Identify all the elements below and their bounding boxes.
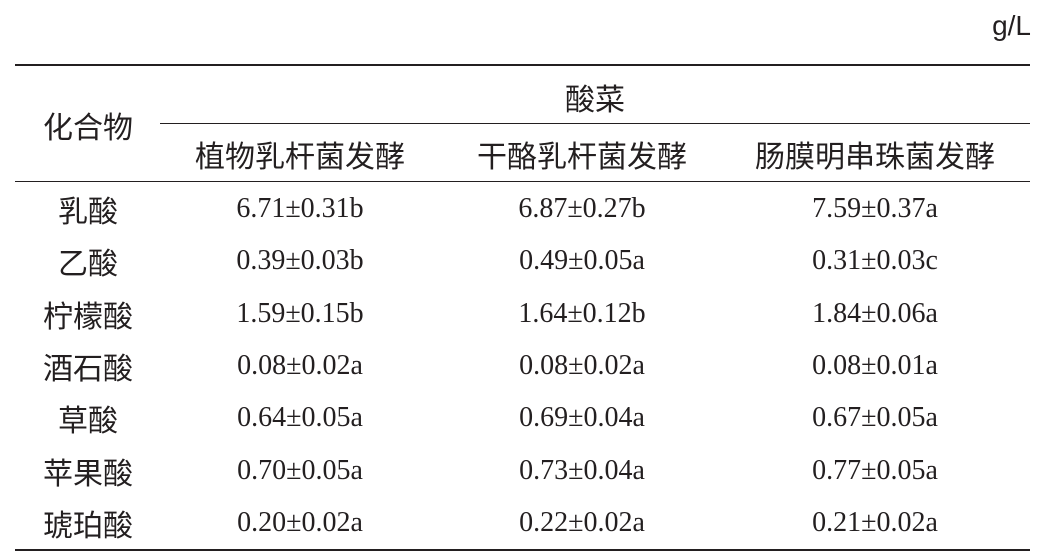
cell-value: 6.87±0.27b [518, 193, 646, 224]
column-header: 肠膜明串珠菌发酵 [755, 141, 995, 174]
cell-value: 0.39±0.03b [236, 245, 364, 277]
bottom-rule [15, 549, 1030, 551]
compound-name: 酒石酸 [43, 352, 133, 386]
compound-name: 琥珀酸 [43, 509, 133, 543]
cell-value: 0.69±0.04a [519, 402, 645, 434]
cell-value: 0.08±0.01a [812, 349, 938, 381]
compound-name: 草酸 [58, 405, 118, 439]
header-rule [15, 181, 1030, 182]
cell-value: 6.71±0.31b [236, 193, 364, 224]
compound-name: 苹果酸 [43, 457, 133, 491]
column-header: 干酪乳杆菌发酵 [477, 141, 687, 174]
unit-label: g/L [992, 10, 1031, 41]
compound-name: 柠檬酸 [43, 300, 133, 334]
cell-value: 0.70±0.05a [237, 454, 363, 486]
cell-value: 0.08±0.02a [237, 349, 363, 381]
column-header: 植物乳杆菌发酵 [195, 141, 405, 174]
cell-value: 0.31±0.03c [812, 245, 938, 277]
cell-value: 0.64±0.05a [237, 402, 363, 434]
cell-value: 7.59±0.37a [812, 193, 938, 224]
cell-value: 0.49±0.05a [519, 245, 645, 277]
cell-value: 0.22±0.02a [519, 506, 645, 538]
cell-value: 0.20±0.02a [237, 506, 363, 538]
compound-name: 乙酸 [58, 248, 118, 282]
cell-value: 0.73±0.04a [519, 454, 645, 486]
cell-value: 0.08±0.02a [519, 349, 645, 381]
cell-value: 1.84±0.06a [812, 297, 938, 329]
cell-value: 0.21±0.02a [812, 506, 938, 538]
cell-value: 1.59±0.15b [236, 297, 364, 329]
row-header: 化合物 [43, 112, 133, 145]
compound-name: 乳酸 [58, 196, 118, 229]
group-rule [160, 123, 1030, 124]
top-rule [15, 64, 1030, 66]
cell-value: 0.77±0.05a [812, 454, 938, 486]
group-header: 酸菜 [565, 84, 625, 117]
cell-value: 1.64±0.12b [518, 297, 646, 329]
cell-value: 0.67±0.05a [812, 402, 938, 434]
